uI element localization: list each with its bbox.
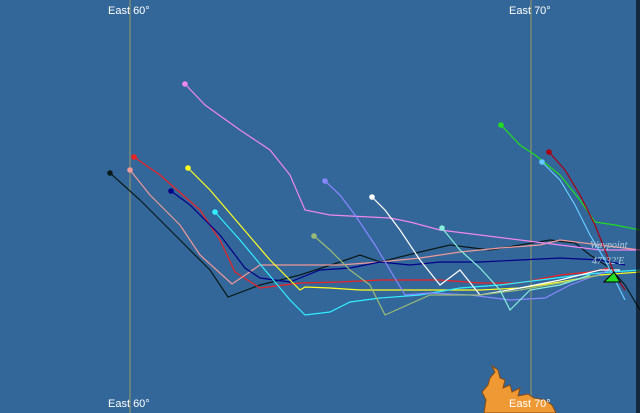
meridian-60-bottom-label: East 60° <box>108 398 150 410</box>
track-black[interactable] <box>107 170 640 311</box>
meridian-70-top-label: East 70° <box>509 5 551 17</box>
boat-position-icon[interactable] <box>311 233 317 239</box>
track-periwinkle[interactable] <box>322 178 611 301</box>
boat-position-icon[interactable] <box>168 188 174 194</box>
boat-position-icon[interactable] <box>322 178 328 184</box>
track-line <box>170 190 626 283</box>
waypoint-marker-icon[interactable] <box>602 271 621 283</box>
track-line <box>133 156 611 289</box>
boat-position-icon[interactable] <box>131 154 137 160</box>
track-yellow[interactable] <box>185 165 640 291</box>
track-line <box>500 124 640 231</box>
boat-position-icon[interactable] <box>369 194 375 200</box>
track-line <box>187 167 640 291</box>
boat-position-icon[interactable] <box>439 225 445 231</box>
track-red[interactable] <box>131 154 611 289</box>
track-darkred[interactable] <box>546 149 626 291</box>
track-line <box>371 196 620 296</box>
track-line <box>313 235 601 316</box>
track-navy[interactable] <box>168 188 626 283</box>
track-aquamarine[interactable] <box>439 225 591 312</box>
boat-position-icon[interactable] <box>185 165 191 171</box>
land-mass <box>481 364 557 413</box>
track-pink[interactable] <box>127 167 640 285</box>
boat-position-icon[interactable] <box>182 81 188 87</box>
track-line <box>548 151 626 291</box>
meridian-lines <box>129 0 532 413</box>
track-cyan[interactable] <box>212 209 640 316</box>
boat-position-icon[interactable] <box>546 149 552 155</box>
meridian-70-bottom-label: East 70° <box>509 398 551 410</box>
waypoint-coord: 47°32'E <box>592 256 625 267</box>
waypoint-label: Waypoint <box>590 240 628 251</box>
meridian-60-top-label: East 60° <box>108 5 150 17</box>
track-white[interactable] <box>369 194 620 296</box>
boat-position-icon[interactable] <box>539 159 545 165</box>
track-violet[interactable] <box>182 81 640 251</box>
track-line <box>441 227 591 312</box>
boat-tracks <box>107 81 640 316</box>
boat-position-icon[interactable] <box>212 209 218 215</box>
boat-position-icon[interactable] <box>107 170 113 176</box>
map-edge <box>636 0 640 413</box>
boat-position-icon[interactable] <box>127 167 133 173</box>
track-green[interactable] <box>498 122 640 231</box>
track-line <box>214 211 640 316</box>
track-sage[interactable] <box>311 233 601 316</box>
track-line <box>109 172 640 311</box>
track-line <box>184 83 640 251</box>
track-line <box>324 180 611 301</box>
boat-position-icon[interactable] <box>498 122 504 128</box>
track-line <box>129 169 640 285</box>
